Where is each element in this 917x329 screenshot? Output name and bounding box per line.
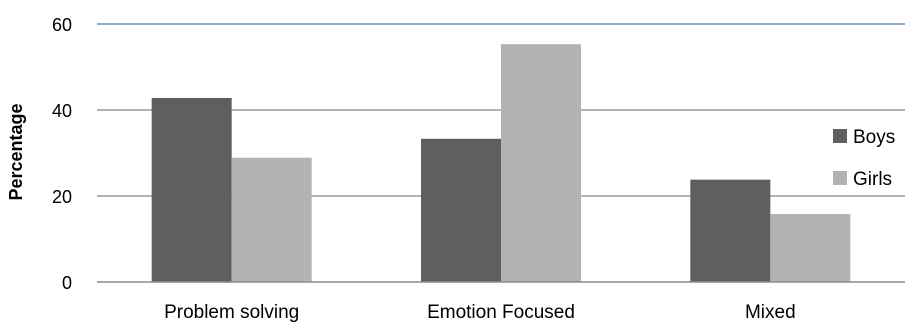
y-tick-label: 20 <box>52 187 72 207</box>
y-axis-label: Percentage <box>6 103 26 200</box>
legend: Boys Girls <box>833 127 895 190</box>
y-tick-label: 40 <box>52 101 72 121</box>
bar-boys <box>151 97 232 283</box>
bar-boys <box>690 179 771 282</box>
x-tick-label: Mixed <box>745 302 796 323</box>
legend-label: Girls <box>853 169 892 190</box>
x-tick-label: Problem solving <box>164 302 299 323</box>
bars <box>151 44 851 283</box>
x-tick-label: Emotion Focused <box>427 302 575 323</box>
bar-girls <box>501 44 581 283</box>
y-tick-label: 60 <box>52 15 72 35</box>
legend-swatch <box>833 129 847 143</box>
x-tick-labels: Problem solving Emotion Focused Mixed <box>164 302 796 323</box>
bar-girls <box>770 214 851 282</box>
y-tick-label: 0 <box>62 273 72 293</box>
legend-swatch <box>833 171 847 185</box>
bar-girls <box>231 157 312 282</box>
y-tick-labels: 0 20 40 60 <box>52 15 72 293</box>
bar-boys <box>421 138 501 282</box>
legend-label: Boys <box>853 127 895 148</box>
